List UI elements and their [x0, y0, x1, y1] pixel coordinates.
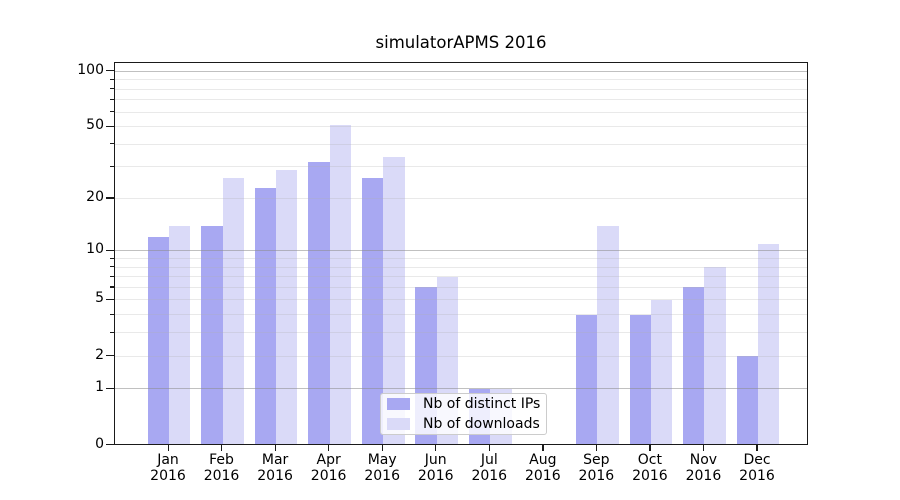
minor-gridline [115, 111, 807, 113]
y-tick-label: 5 [95, 290, 104, 307]
bar-downloads-apr [329, 124, 352, 444]
y-tick [106, 125, 114, 127]
x-tick [756, 445, 758, 451]
minor-gridline [115, 266, 807, 268]
x-tick [595, 445, 598, 451]
legend: Nb of distinct IPs Nb of downloads [380, 393, 547, 435]
bar-downloads-feb [222, 178, 244, 444]
x-tick-label: Feb 2016 [203, 452, 240, 485]
minor-gridline [115, 299, 807, 301]
minor-gridline [115, 197, 807, 199]
y-tick-label: 20 [86, 188, 104, 205]
bar-distinct-ips-may [361, 178, 384, 444]
y-tick [106, 387, 114, 390]
y-tick-label: 0 [95, 435, 104, 452]
plot-area [114, 62, 808, 445]
x-tick-label: Dec 2016 [739, 452, 775, 485]
y-tick-label: 100 [77, 61, 104, 78]
bar-distinct-ips-nov [683, 287, 705, 444]
legend-swatch-distinct-ips [387, 398, 410, 410]
x-tick [381, 445, 383, 451]
y-minor-tick [110, 143, 114, 145]
legend-label-downloads: Nb of downloads [423, 416, 540, 432]
y-minor-tick [110, 266, 114, 268]
y-minor-tick [110, 275, 114, 277]
y-tick [106, 249, 114, 251]
y-minor-tick [110, 111, 114, 113]
major-gridline [115, 250, 807, 252]
x-tick [221, 445, 223, 451]
y-minor-tick [110, 286, 114, 288]
major-gridline [115, 388, 807, 390]
x-tick-label: Jul 2016 [471, 452, 508, 485]
major-gridline [115, 70, 807, 72]
x-tick [274, 445, 276, 451]
minor-gridline [115, 88, 807, 90]
bar-downloads-mar [276, 169, 298, 444]
y-tick-label: 1 [95, 379, 104, 396]
y-tick-label: 10 [86, 241, 104, 258]
x-tick-label: Nov 2016 [685, 452, 722, 485]
bar-downloads-nov [704, 267, 726, 444]
y-tick [106, 70, 114, 72]
minor-gridline [115, 286, 807, 288]
minor-gridline [115, 276, 807, 278]
x-tick-label: Sep 2016 [578, 452, 615, 485]
legend-item-distinct-ips: Nb of distinct IPs [381, 394, 546, 414]
x-tick-label: Mar 2016 [257, 452, 293, 485]
y-minor-tick [110, 98, 114, 100]
bar-distinct-ips-jan [147, 237, 169, 444]
x-tick [167, 445, 169, 451]
chart-title: simulatorAPMS 2016 [375, 33, 547, 52]
bar-distinct-ips-oct [629, 314, 651, 444]
y-tick [106, 197, 114, 199]
minor-gridline [115, 314, 807, 316]
x-tick-label: Apr 2016 [310, 452, 347, 485]
bar-downloads-oct [650, 299, 673, 444]
x-tick [435, 445, 437, 451]
bar-distinct-ips-sep [575, 314, 598, 444]
x-tick [542, 445, 544, 451]
y-minor-tick [110, 88, 114, 90]
y-tick [106, 298, 114, 301]
x-tick [488, 445, 490, 451]
y-minor-tick [110, 165, 114, 168]
bar-distinct-ips-mar [254, 187, 277, 444]
y-minor-tick [110, 313, 114, 315]
minor-gridline [115, 126, 807, 128]
minor-gridline [115, 166, 807, 168]
y-tick [106, 444, 114, 446]
x-tick-label: May 2016 [364, 452, 400, 485]
x-tick-label: Jan 2016 [150, 452, 186, 485]
bar-downloads-sep [597, 225, 619, 444]
y-tick-label: 2 [95, 346, 104, 363]
minor-gridline [115, 355, 807, 357]
legend-swatch-downloads [387, 418, 410, 430]
minor-gridline [115, 332, 807, 334]
x-tick-label: Oct 2016 [632, 452, 668, 485]
y-tick [106, 355, 114, 357]
y-minor-tick [110, 331, 114, 333]
bar-distinct-ips-apr [308, 161, 330, 444]
x-tick [328, 445, 330, 451]
x-tick [649, 445, 651, 451]
bar-downloads-jan [169, 225, 191, 444]
bar-distinct-ips-dec [736, 356, 758, 444]
minor-gridline [115, 143, 807, 145]
y-minor-tick [110, 78, 114, 80]
bar-downloads-dec [757, 243, 780, 444]
y-tick-label: 50 [86, 117, 104, 134]
legend-item-downloads: Nb of downloads [381, 414, 546, 434]
y-minor-tick [110, 257, 114, 259]
minor-gridline [115, 258, 807, 259]
bar-distinct-ips-feb [201, 225, 223, 444]
minor-gridline [115, 99, 807, 101]
x-tick [702, 445, 705, 451]
minor-gridline [115, 79, 807, 81]
x-tick-label: Jun 2016 [417, 452, 454, 485]
x-tick-label: Aug 2016 [524, 452, 561, 485]
legend-label-distinct-ips: Nb of distinct IPs [423, 396, 541, 412]
bar-downloads-may [383, 157, 405, 444]
